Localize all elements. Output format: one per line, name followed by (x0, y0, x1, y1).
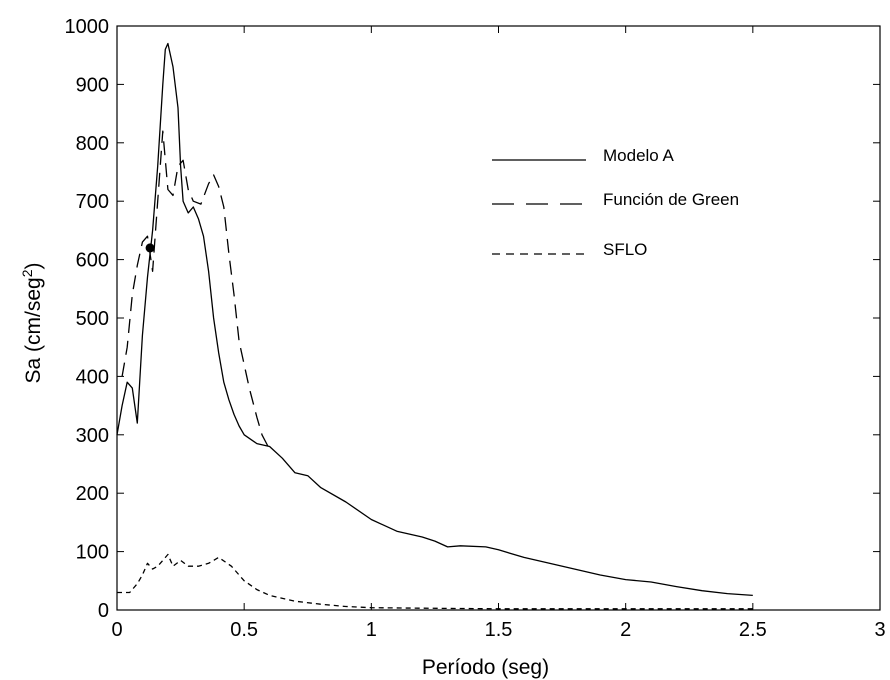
y-tick-label: 500 (76, 308, 109, 330)
y-tick-label: 600 (76, 250, 109, 272)
x-tick-label: 1.5 (485, 619, 513, 641)
y-axis-title-main: Sa (cm/seg (22, 277, 45, 383)
y-tick-label: 300 (76, 425, 109, 447)
legend-label-funcion-de-green: Función de Green (603, 190, 739, 209)
series-line-1 (121, 130, 271, 450)
plot-frame (116, 25, 881, 611)
x-tick-label: 0 (111, 619, 122, 641)
point-marker (145, 243, 155, 253)
legend: Modelo A Función de Green SFLO (492, 146, 739, 259)
x-tick-label: 1 (366, 619, 377, 641)
y-tick-label: 900 (76, 74, 109, 96)
plot-area (116, 25, 881, 611)
y-axis-title-superscript: 2 (19, 269, 35, 277)
x-tick-label: 2 (620, 619, 631, 641)
y-axis-title-suffix: ) (22, 263, 45, 270)
legend-label-modelo-a: Modelo A (603, 146, 675, 165)
y-tick-label: 800 (76, 133, 109, 155)
y-tick-label: 700 (76, 191, 109, 213)
y-axis-title: Sa (cm/seg2) (19, 263, 45, 384)
x-tick-label: 2.5 (739, 619, 767, 641)
y-tick-label: 1000 (65, 16, 110, 38)
y-tick-label: 400 (76, 366, 109, 388)
y-tick-label: 100 (76, 542, 109, 564)
y-tick-label: 200 (76, 483, 109, 505)
y-tick-label: 0 (98, 600, 109, 622)
legend-label-sflo: SFLO (603, 240, 647, 259)
x-tick-label: 3 (874, 619, 885, 641)
axis-ticks: 0 0.5 1 1.5 2 2.5 3 0 100 200 300 400 500 600 700 800 90… (65, 16, 886, 641)
series-layer (116, 42, 753, 610)
annotation-layer (145, 243, 155, 253)
x-tick-label: 0.5 (230, 619, 258, 641)
series-line-2 (117, 553, 753, 610)
x-axis-title: Período (seg) (422, 656, 549, 679)
series-line-0 (116, 42, 753, 597)
